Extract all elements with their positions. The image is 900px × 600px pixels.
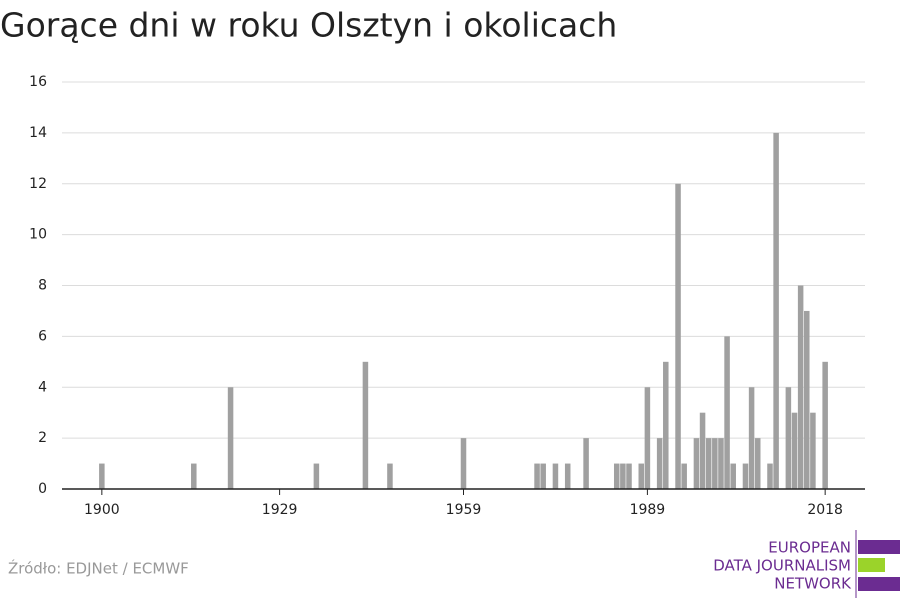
chart-title: Gorące dni w roku Olsztyn i okolicach <box>0 6 617 45</box>
source: Źródło: EDJNet / ECMWF <box>8 559 189 578</box>
bar <box>644 387 651 489</box>
y-tick-label: 16 <box>29 74 47 90</box>
bar <box>663 361 669 489</box>
bar <box>675 183 681 489</box>
y-tick-label: 0 <box>38 481 47 497</box>
bar <box>656 438 663 489</box>
bar <box>797 285 804 489</box>
bar <box>564 463 571 489</box>
bar <box>460 438 467 489</box>
bar <box>681 463 687 489</box>
bar <box>705 438 712 489</box>
bar <box>626 463 632 489</box>
y-tick-label: 12 <box>29 176 47 192</box>
bar <box>767 463 773 489</box>
bar <box>362 361 369 489</box>
bar <box>638 463 645 489</box>
bar <box>785 387 792 489</box>
bar <box>699 412 706 489</box>
y-tick-label: 4 <box>38 379 47 395</box>
bar <box>583 438 589 489</box>
logo-bar <box>858 540 900 554</box>
bar <box>804 310 810 489</box>
bar <box>724 336 730 489</box>
logo-bar <box>858 577 900 591</box>
bar <box>730 463 736 489</box>
x-tick-label: 1929 <box>262 502 298 518</box>
logo-text: DATA JOURNALISM <box>713 557 851 575</box>
logo-text: NETWORK <box>774 575 852 593</box>
bar <box>613 463 620 489</box>
logo-bar <box>858 558 885 572</box>
bar <box>534 463 540 489</box>
y-tick-label: 8 <box>38 278 47 294</box>
bar <box>313 463 320 489</box>
bar <box>718 438 724 489</box>
bar <box>620 463 626 489</box>
bar <box>191 463 197 489</box>
bar <box>810 412 816 489</box>
bar <box>387 463 393 489</box>
bar <box>773 132 779 489</box>
x-tick-label: 1900 <box>84 502 120 518</box>
bar <box>693 438 700 489</box>
x-tick-label: 2018 <box>807 502 843 518</box>
bar <box>791 412 798 489</box>
bar <box>754 438 761 489</box>
x-tick-label: 1959 <box>446 502 482 518</box>
y-tick-label: 6 <box>38 328 47 344</box>
y-tick-label: 2 <box>38 430 47 446</box>
bar <box>712 438 718 489</box>
logo-text: EUROPEAN <box>768 539 851 557</box>
bar <box>742 463 749 489</box>
bar <box>552 463 559 489</box>
y-tick-label: 10 <box>29 227 47 243</box>
bar <box>822 361 828 489</box>
bar <box>540 463 546 489</box>
y-tick-label: 14 <box>29 125 47 141</box>
x-tick-label: 1989 <box>630 502 666 518</box>
bar <box>99 463 105 489</box>
bar <box>227 387 234 489</box>
bar <box>748 387 755 489</box>
